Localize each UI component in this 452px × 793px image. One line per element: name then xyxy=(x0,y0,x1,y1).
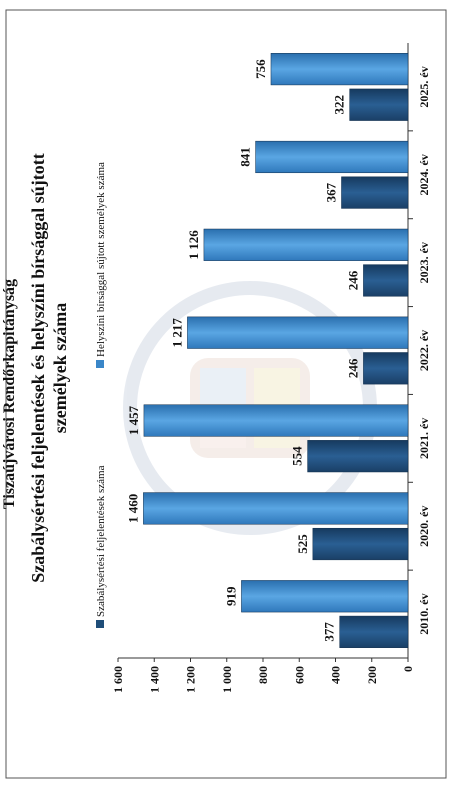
y-tick-label: 1 000 xyxy=(220,666,234,693)
bar-feljelentes-2 xyxy=(312,527,409,561)
data-label: 919 xyxy=(223,586,238,606)
x-tick-label: 2022. év xyxy=(417,330,431,371)
data-label: 246 xyxy=(345,358,360,378)
bar-birsag-1 xyxy=(241,580,409,613)
data-label: 246 xyxy=(345,270,360,290)
bar-feljelentes-5 xyxy=(363,264,409,297)
bar-birsag-6 xyxy=(255,140,409,174)
data-label: 1 126 xyxy=(186,230,201,260)
y-tick-label: 600 xyxy=(292,666,306,684)
y-tick-label: 200 xyxy=(365,666,379,684)
chart-title: Szabálysértési feljelentések és helyszín… xyxy=(28,153,70,582)
legend-swatch-1 xyxy=(96,620,104,628)
bars: 377 919 525 1 460 554 1 457 246 1 217 246 1 126 36… xyxy=(125,53,409,648)
y-tick-label: 1 400 xyxy=(147,666,161,693)
data-label: 1 460 xyxy=(125,494,140,523)
bar-feljelentes-1 xyxy=(339,615,409,648)
x-tick-label: 2021. év xyxy=(417,418,431,459)
legend-label-2: Helyszíni bírsággal sújtott személyek sz… xyxy=(95,162,107,357)
data-label: 1 457 xyxy=(126,405,141,435)
y-tick-label: 0 xyxy=(401,666,415,672)
bar-feljelentes-6 xyxy=(341,176,409,209)
org-title: Tiszaújvárosi Rendőrkapitányság xyxy=(1,279,18,509)
bar-birsag-4 xyxy=(187,316,409,349)
y-tick-label: 800 xyxy=(256,666,270,684)
y-axis: 0 200 400 600 800 1 000 1 200 1 400 1 600 xyxy=(111,43,415,693)
y-tick-label: 1 200 xyxy=(184,666,198,693)
legend-swatch-2 xyxy=(96,360,104,368)
x-axis: 2010. év 2020. év 2021. év 2022. év 2023. év… xyxy=(408,66,431,635)
chart-border xyxy=(5,9,447,779)
data-label: 554 xyxy=(290,446,305,466)
y-tick-label: 400 xyxy=(329,666,343,684)
x-tick-label: 2024. év xyxy=(417,154,431,195)
bar-birsag-3 xyxy=(143,404,409,437)
data-label: 367 xyxy=(323,182,338,202)
bar-birsag-7 xyxy=(270,53,409,86)
x-tick-label: 2010. év xyxy=(417,593,431,634)
data-label: 1 217 xyxy=(169,318,184,348)
legend: Szabálysértési feljelentések száma Helysz… xyxy=(95,162,107,628)
x-tick-label: 2023. év xyxy=(417,242,431,283)
bar-birsag-5 xyxy=(203,228,409,261)
bar-feljelentes-7 xyxy=(349,88,409,121)
y-tick-label: 1 600 xyxy=(111,666,125,693)
x-tick-label: 2020. év xyxy=(417,506,431,547)
data-label: 377 xyxy=(322,622,337,642)
bar-birsag-2 xyxy=(143,492,409,525)
data-label: 841 xyxy=(238,147,253,167)
x-tick-label: 2025. év xyxy=(417,66,431,107)
data-label: 525 xyxy=(295,534,310,554)
bar-feljelentes-3 xyxy=(307,440,409,473)
data-label: 756 xyxy=(253,59,268,79)
bar-feljelentes-4 xyxy=(363,352,409,385)
data-label: 322 xyxy=(332,95,347,115)
legend-label-1: Szabálysértési feljelentések száma xyxy=(95,465,107,617)
